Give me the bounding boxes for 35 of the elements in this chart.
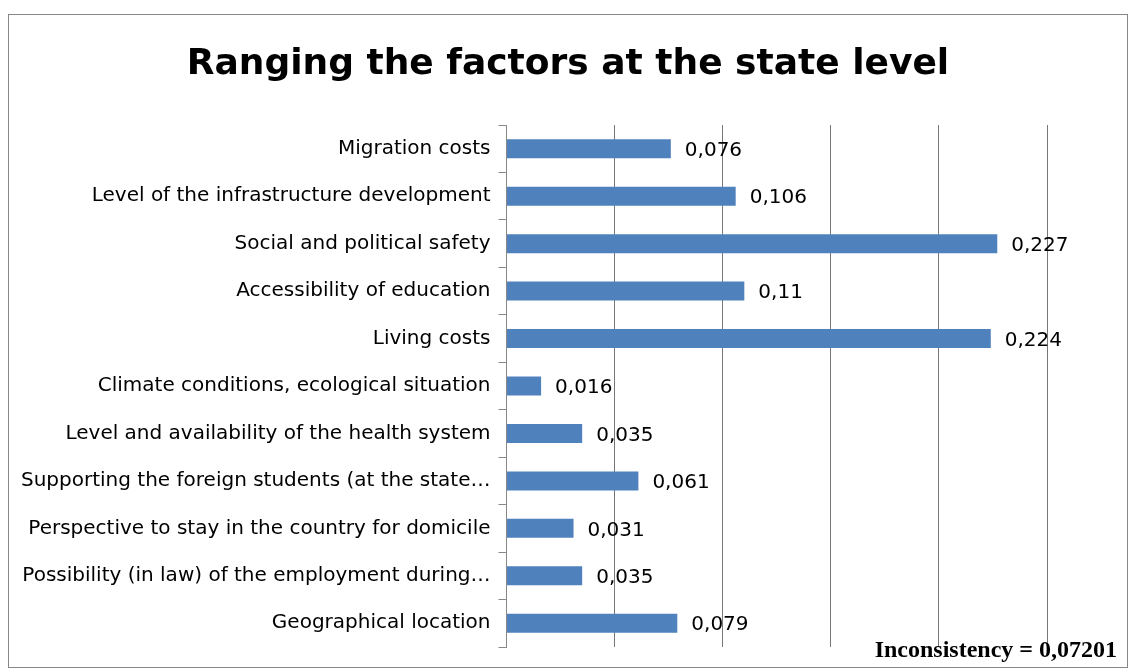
- chart-title: Ranging the factors at the state level: [185, 41, 951, 82]
- data-label: 0,227: [1011, 231, 1069, 256]
- bar: [507, 186, 736, 206]
- y-tick-label: Supporting the foreign students (at the state…: [21, 467, 491, 492]
- data-label: 0,076: [684, 136, 743, 161]
- data-label: 0,224: [1004, 326, 1063, 351]
- bar: [507, 281, 745, 301]
- y-tick-label: Geographical location: [271, 609, 491, 634]
- data-label: 0,035: [596, 421, 654, 446]
- y-tick-label: Accessibility of education: [236, 277, 491, 302]
- bar: [507, 423, 583, 443]
- y-tick-label: Possibility (in law) of the employment during…: [22, 562, 491, 587]
- bar: [507, 376, 542, 396]
- data-label: 0,016: [555, 374, 613, 399]
- data-label: 0,106: [749, 184, 807, 209]
- bar: [507, 518, 574, 538]
- data-label: 0,079: [691, 611, 749, 636]
- y-tick-label: Level and availability of the health system: [65, 419, 491, 444]
- bar: [507, 471, 639, 491]
- y-tick-label: Living costs: [372, 324, 491, 349]
- data-label: 0,11: [758, 279, 803, 304]
- bar: [507, 613, 678, 633]
- annotation: Inconsistency = 0,07201: [874, 636, 1117, 663]
- bar: [507, 139, 671, 159]
- bar: [507, 329, 991, 349]
- y-tick-label: Social and political safety: [234, 229, 491, 254]
- y-tick-label: Perspective to stay in the country for domicile: [28, 514, 491, 539]
- data-label: 0,031: [587, 516, 645, 541]
- bar: [507, 566, 583, 586]
- y-tick-label: Climate conditions, ecological situation: [97, 372, 491, 397]
- bar: [507, 234, 998, 254]
- y-tick-label: Migration costs: [337, 134, 491, 159]
- data-label: 0,035: [596, 564, 654, 589]
- data-label: 0,061: [652, 469, 710, 494]
- y-tick-label: Level of the infrastructure development: [91, 182, 491, 207]
